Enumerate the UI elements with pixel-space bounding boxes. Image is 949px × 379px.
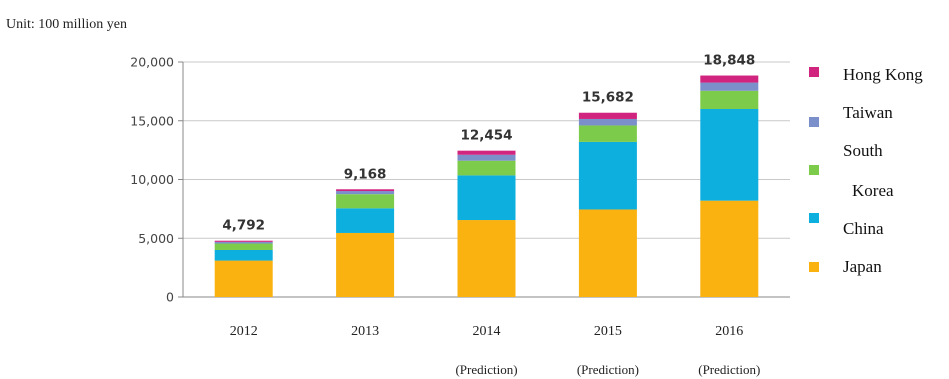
x-tick-label: 2015 <box>594 324 622 339</box>
bar-segment-japan <box>336 233 394 297</box>
legend-label: Japan <box>843 257 882 276</box>
bars <box>215 76 759 297</box>
bar-segment-south-korea <box>336 194 394 208</box>
legend-label: Korea <box>852 181 894 200</box>
bar-segment-taiwan <box>336 191 394 194</box>
bar-segment-china <box>579 142 637 210</box>
bar-segment-hong-kong <box>458 151 516 155</box>
bar-segment-japan <box>215 261 273 297</box>
legend-swatch <box>809 165 819 175</box>
bar-segment-hong-kong <box>336 189 394 191</box>
bar-segment-hong-kong <box>579 113 637 119</box>
legend-label: China <box>843 219 884 238</box>
bar-segment-japan <box>700 201 758 297</box>
x-tick-label: 2013 <box>351 324 379 339</box>
bar-segment-hong-kong <box>215 241 273 242</box>
legend-label: Taiwan <box>843 103 893 122</box>
x-tick-label: 2012 <box>230 324 258 339</box>
bar-segment-taiwan <box>579 119 637 125</box>
x-tick-label: 2016 <box>715 324 743 339</box>
bar-segment-china <box>336 208 394 233</box>
x-axis-ticks: 2012 2013 2014 (Prediction) 2015 (Prediction)… <box>230 324 761 377</box>
bar-total-label: 15,682 <box>582 90 634 106</box>
y-tick-label: 5,000 <box>138 231 174 246</box>
bar-segment-south-korea <box>579 125 637 141</box>
y-tick-label: 20,000 <box>130 55 174 70</box>
x-tick-note: (Prediction) <box>698 362 760 377</box>
bar-segment-china <box>700 109 758 201</box>
bar-segment-china <box>215 250 273 261</box>
legend-label: Hong Kong <box>843 65 923 84</box>
y-axis-ticks: 0 5,000 10,000 15,000 20,000 <box>130 55 174 305</box>
bar-segment-taiwan <box>458 155 516 161</box>
bar-segment-taiwan <box>700 83 758 91</box>
bar-total-label: 18,848 <box>703 53 755 69</box>
legend: Hong Kong Taiwan South Korea China Japan <box>809 65 923 276</box>
legend-swatch <box>809 262 819 272</box>
bar-segment-taiwan <box>215 242 273 244</box>
legend-swatch <box>809 67 819 77</box>
x-tick-label: 2014 <box>473 324 501 339</box>
y-tick-label: 10,000 <box>130 172 174 187</box>
y-tick-label: 0 <box>166 290 174 305</box>
legend-swatch <box>809 213 819 223</box>
bar-segment-south-korea <box>215 244 273 250</box>
unit-label: Unit: 100 million yen <box>6 17 127 32</box>
legend-swatch <box>809 117 819 127</box>
bar-segment-japan <box>458 220 516 297</box>
bar-segment-china <box>458 175 516 220</box>
bar-segment-south-korea <box>700 91 758 109</box>
bar-total-label: 12,454 <box>460 128 512 144</box>
bar-segment-south-korea <box>458 161 516 176</box>
bar-total-label: 9,168 <box>344 166 387 182</box>
x-tick-note: (Prediction) <box>577 362 639 377</box>
y-tick-label: 15,000 <box>130 113 174 128</box>
bar-total-label: 4,792 <box>222 218 265 234</box>
bar-segment-japan <box>579 209 637 297</box>
x-tick-note: (Prediction) <box>455 362 517 377</box>
bar-segment-hong-kong <box>700 76 758 83</box>
legend-label: South <box>843 141 883 160</box>
